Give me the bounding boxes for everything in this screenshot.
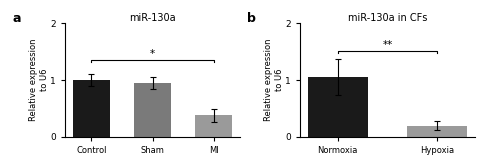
Text: a: a xyxy=(12,12,21,25)
Bar xyxy=(408,126,467,137)
Text: *: * xyxy=(150,49,155,59)
Bar xyxy=(308,77,368,137)
Text: **: ** xyxy=(382,40,392,50)
Y-axis label: Relative expression
to U6: Relative expression to U6 xyxy=(30,39,49,121)
Bar xyxy=(196,115,232,137)
Text: b: b xyxy=(248,12,256,25)
Bar xyxy=(73,80,110,137)
Title: miR-130a in CFs: miR-130a in CFs xyxy=(348,13,427,23)
Bar xyxy=(134,83,171,137)
Y-axis label: Relative expression
to U6: Relative expression to U6 xyxy=(264,39,284,121)
Title: miR-130a: miR-130a xyxy=(129,13,176,23)
